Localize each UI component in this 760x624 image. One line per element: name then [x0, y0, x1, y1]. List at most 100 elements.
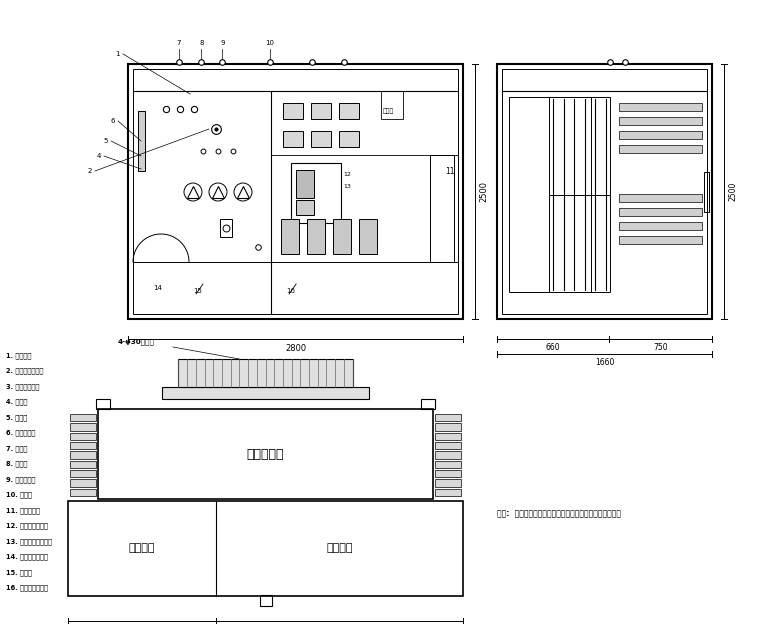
Bar [619, 117, 702, 125]
Text: 2: 2 [87, 168, 92, 174]
Text: 电子室: 电子室 [383, 108, 394, 114]
Text: 8: 8 [199, 40, 204, 46]
Bar [435, 479, 461, 487]
Bar [259, 595, 271, 606]
Text: 13: 13 [343, 185, 351, 190]
Bar [509, 97, 591, 292]
Bar [179, 359, 353, 387]
Text: 1. 高压套管: 1. 高压套管 [6, 352, 31, 359]
Text: 低压间隔: 低压间隔 [326, 544, 353, 553]
Bar [70, 451, 96, 459]
Bar [70, 461, 96, 468]
Bar [220, 219, 232, 237]
Bar [283, 131, 303, 147]
Text: 说明:  以上尺寸仅作为参考，最终尺寸以厂家产品实物为准: 说明: 以上尺寸仅作为参考，最终尺寸以厂家产品实物为准 [497, 509, 621, 518]
Bar [549, 97, 610, 292]
Text: 16: 16 [287, 288, 296, 294]
Bar [619, 208, 702, 216]
Text: 4-φ30安装孔: 4-φ30安装孔 [118, 338, 155, 345]
Bar [619, 236, 702, 244]
Bar [283, 103, 303, 119]
Text: 9: 9 [220, 40, 225, 46]
Bar [70, 423, 96, 431]
Bar [70, 442, 96, 449]
Bar [502, 69, 707, 314]
Text: 14: 14 [154, 285, 163, 291]
Bar [333, 219, 351, 254]
Text: 11: 11 [445, 167, 455, 177]
Text: 12: 12 [343, 172, 351, 177]
Bar [162, 387, 369, 399]
Text: 5: 5 [103, 138, 108, 144]
Text: 1: 1 [116, 51, 120, 57]
Bar [281, 219, 299, 254]
Bar [381, 91, 403, 119]
Text: 11. 无功补偿室: 11. 无功补偿室 [6, 507, 40, 514]
Text: 6. 压力释放阀: 6. 压力释放阀 [6, 429, 36, 436]
Bar [435, 442, 461, 449]
Bar [435, 451, 461, 459]
Bar [421, 399, 435, 409]
Text: 2800: 2800 [285, 344, 306, 353]
Bar [619, 145, 702, 153]
Bar [339, 131, 359, 147]
Bar [70, 489, 96, 496]
Bar [435, 470, 461, 477]
Text: 变压器主体: 变压器主体 [247, 447, 284, 461]
Bar [704, 172, 709, 212]
Text: 15. 放油阀: 15. 放油阀 [6, 569, 32, 575]
Text: 2500: 2500 [479, 181, 488, 202]
Bar [296, 170, 314, 198]
Bar [296, 200, 314, 215]
Text: 1660: 1660 [595, 358, 614, 367]
Bar [430, 155, 454, 262]
Text: 高压间隔: 高压间隔 [128, 544, 155, 553]
Bar [435, 432, 461, 440]
Bar [291, 163, 341, 223]
Bar [619, 131, 702, 139]
Text: 12. 低压侧主断路器: 12. 低压侧主断路器 [6, 522, 48, 529]
Bar [307, 219, 325, 254]
Bar [619, 222, 702, 230]
Bar [70, 470, 96, 477]
Bar [98, 409, 433, 499]
Bar [619, 103, 702, 111]
Bar [339, 103, 359, 119]
Bar [70, 414, 96, 421]
Text: 9. 超温保护器: 9. 超温保护器 [6, 476, 36, 482]
Bar [96, 399, 110, 409]
Bar [70, 432, 96, 440]
Bar [133, 69, 458, 314]
Text: 8. 压力表: 8. 压力表 [6, 461, 27, 467]
Text: 10. 表计室: 10. 表计室 [6, 492, 32, 498]
Text: 660: 660 [546, 343, 560, 352]
Bar [138, 111, 145, 171]
Bar [497, 64, 712, 319]
Bar [68, 501, 463, 596]
Text: 2. 四位置负荷开关: 2. 四位置负荷开关 [6, 368, 43, 374]
Bar [435, 414, 461, 421]
Bar [435, 423, 461, 431]
Text: 14. 高压变接地端子: 14. 高压变接地端子 [6, 553, 48, 560]
Text: 6: 6 [110, 118, 115, 124]
Bar [128, 64, 463, 319]
Text: 15: 15 [194, 288, 202, 294]
Bar [359, 219, 377, 254]
Bar [435, 461, 461, 468]
Bar [311, 131, 331, 147]
Text: 3. 调压分接开关: 3. 调压分接开关 [6, 383, 40, 389]
Text: 10: 10 [265, 40, 274, 46]
Text: 750: 750 [653, 343, 668, 352]
Text: 13. 低压侧总线断路器: 13. 低压侧总线断路器 [6, 538, 52, 545]
Text: 16. 低压变接地端子: 16. 低压变接地端子 [6, 585, 48, 591]
Text: 7: 7 [176, 40, 181, 46]
Bar [70, 479, 96, 487]
Text: 7. 温度计: 7. 温度计 [6, 445, 27, 452]
Bar [619, 194, 702, 202]
Text: 2500: 2500 [728, 182, 737, 201]
Text: 4: 4 [97, 153, 101, 159]
Bar [311, 103, 331, 119]
Bar [435, 489, 461, 496]
Text: 5. 注油口: 5. 注油口 [6, 414, 27, 421]
Text: 4. 油位计: 4. 油位计 [6, 399, 27, 405]
